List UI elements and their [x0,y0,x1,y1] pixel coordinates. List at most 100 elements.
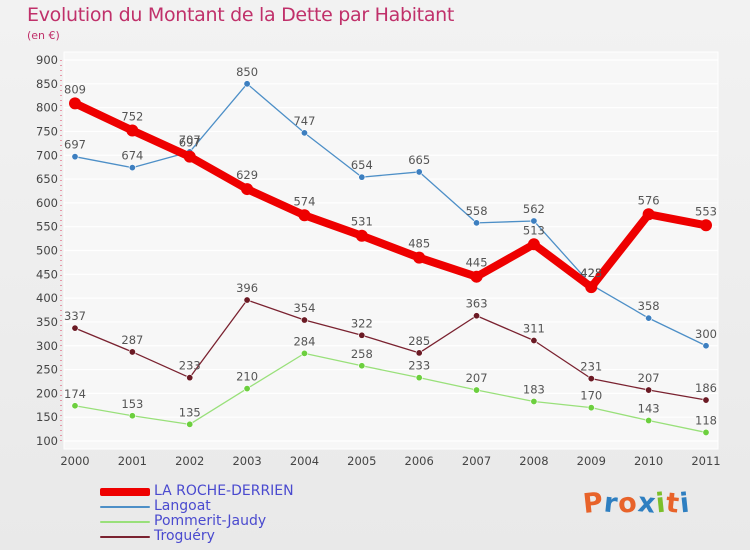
data-point [587,404,595,412]
data-point [355,229,368,242]
data-point [470,270,483,283]
legend-label: Pommerit-Jaudy [154,513,267,529]
y-tick-label: 100 [36,434,58,448]
data-label: 143 [638,402,660,416]
data-label: 574 [293,194,315,208]
data-point [415,168,423,176]
data-point [128,348,136,356]
data-point [243,385,251,393]
y-tick-label: 850 [36,77,58,91]
data-label: 654 [351,158,373,172]
data-point [241,183,254,196]
data-label: 629 [236,168,258,182]
data-label: 183 [523,382,545,396]
proxiti-logo: Proxiti [581,487,692,520]
data-label: 210 [236,370,258,384]
data-point [473,386,481,394]
data-point [415,374,423,382]
data-point [642,208,655,221]
data-point [358,173,366,181]
data-label: 513 [523,223,545,237]
data-point [530,337,538,345]
data-point [183,150,196,163]
data-label: 285 [408,334,430,348]
y-tick-label: 350 [36,315,58,329]
y-tick-label: 200 [36,386,58,400]
data-label: 747 [293,114,315,128]
data-label: 485 [408,237,430,251]
data-point [587,375,595,383]
data-point [71,324,79,332]
legend-item: LA ROCHE-DERRIEN [100,484,400,499]
data-label: 752 [121,109,143,123]
data-point [186,374,194,382]
data-label: 233 [179,359,201,373]
data-label: 674 [121,149,143,163]
data-label: 233 [408,359,430,373]
data-point [186,420,194,428]
series-line-trogu-ry [74,299,707,401]
data-label: 558 [466,204,488,218]
y-tick-label: 700 [36,148,58,162]
legend-label: Langoat [154,498,211,514]
data-point [300,316,308,324]
data-point [702,342,710,350]
y-tick-label: 650 [36,172,58,186]
data-point [71,153,79,161]
data-point [128,412,136,420]
data-label: 300 [695,327,717,341]
data-point [126,124,139,137]
data-label: 311 [523,322,545,336]
data-label: 231 [580,360,602,374]
chart-title: Evolution du Montant de la Dette par Hab… [27,4,455,26]
data-point [415,349,423,357]
data-point [243,80,251,88]
data-point [473,312,481,320]
data-label: 531 [351,215,373,229]
legend-label: LA ROCHE-DERRIEN [154,483,294,499]
y-tick-label: 250 [36,363,58,377]
legend-item: Pommerit-Jaudy [100,514,400,529]
data-point [300,349,308,357]
data-label: 850 [236,65,258,79]
data-label: 562 [523,202,545,216]
data-point [645,386,653,394]
legend-swatch [100,506,150,508]
y-tick-label: 750 [36,124,58,138]
data-point [413,251,426,264]
data-point [700,219,712,232]
data-label: 135 [179,405,201,419]
data-point [527,238,540,251]
data-label: 363 [466,297,488,311]
data-label: 207 [466,371,488,385]
x-tick-label: 2004 [290,454,319,468]
data-point [702,396,710,404]
data-label: 170 [580,389,602,403]
x-tick-label: 2007 [462,454,491,468]
legend-swatch [100,488,150,496]
y-tick-label: 150 [36,410,58,424]
legend: LA ROCHE-DERRIEN Langoat Pommerit-Jaudy Tro… [100,484,400,544]
chart-subtitle: (en €) [27,29,60,42]
data-label: 445 [466,256,488,270]
data-point [71,402,79,410]
data-label: 153 [121,397,143,411]
data-label: 207 [638,371,660,385]
y-tick-label: 400 [36,291,58,305]
x-tick-label: 2001 [118,454,147,468]
data-point [358,362,366,370]
x-tick-label: 2003 [232,454,261,468]
data-point [69,97,81,110]
y-tick-label: 800 [36,101,58,115]
x-tick-label: 2005 [347,454,376,468]
data-label: 354 [293,301,315,315]
data-point [128,164,136,172]
data-point [645,314,653,322]
y-tick-label: 500 [36,244,58,258]
x-tick-label: 2008 [519,454,548,468]
data-label: 118 [695,413,717,427]
x-tick-label: 2011 [691,454,720,468]
data-label: 358 [638,299,660,313]
data-label: 174 [64,387,86,401]
